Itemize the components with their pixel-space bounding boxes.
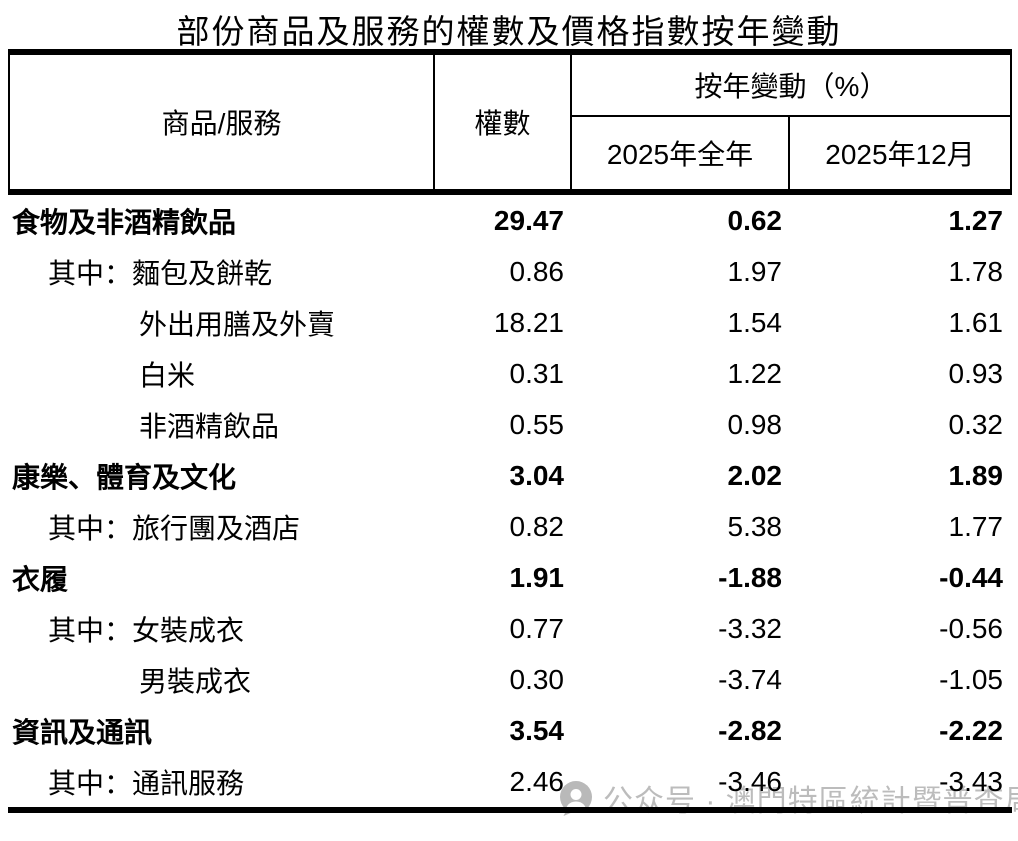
- table-header: 商品/服務 權數 按年變動（%） 2025年全年 2025年12月: [8, 49, 1012, 195]
- full-year-value: -1.88: [718, 561, 782, 593]
- december-value: 1.89: [948, 459, 1004, 491]
- full-year-value: 1.54: [727, 306, 783, 338]
- table-row: 其中：麵包及餅乾 0.86 1.97 1.78: [8, 246, 1012, 297]
- weight-value: 3.54: [509, 714, 565, 746]
- row-label: 其中：麵包及餅乾: [48, 257, 273, 289]
- row-label: 康樂、體育及文化: [12, 461, 237, 493]
- row-label: 白米: [139, 359, 196, 391]
- table-row: 食物及非酒精飲品 29.47 0.62 1.27: [8, 195, 1012, 246]
- december-value: 1.78: [948, 255, 1004, 287]
- table-row: 外出用膳及外賣 18.21 1.54 1.61: [8, 297, 1012, 348]
- december-value: -0.56: [939, 612, 1003, 644]
- weight-value: 18.21: [493, 306, 564, 338]
- full-year-value: 1.22: [727, 357, 783, 389]
- weight-value: 0.86: [509, 255, 565, 287]
- row-label: 其中：女裝成衣: [48, 614, 245, 646]
- december-value: -1.05: [939, 663, 1003, 695]
- table-row: 康樂、體育及文化 3.04 2.02 1.89: [8, 450, 1012, 501]
- weight-value: 0.55: [509, 408, 565, 440]
- row-label: 外出用膳及外賣: [139, 308, 336, 340]
- weight-value: 1.91: [509, 561, 565, 593]
- wechat-official-account-icon: [558, 780, 594, 817]
- table-row: 其中：女裝成衣 0.77 -3.32 -0.56: [8, 603, 1012, 654]
- col-header-yoy-group: 按年變動（%）: [572, 55, 1010, 117]
- weight-value: 29.47: [493, 204, 564, 236]
- page-title: 部份商品及服務的權數及價格指數按年變動: [176, 13, 842, 50]
- december-value: 0.32: [948, 408, 1004, 440]
- table-row: 衣履 1.91 -1.88 -0.44: [8, 552, 1012, 603]
- full-year-value: -3.46: [718, 765, 782, 797]
- row-label: 其中：通訊服務: [48, 767, 245, 799]
- table-row: 男裝成衣 0.30 -3.74 -1.05: [8, 654, 1012, 705]
- table-row: 其中：旅行團及酒店 0.82 5.38 1.77: [8, 501, 1012, 552]
- full-year-value: 1.97: [727, 255, 783, 287]
- december-value: 1.61: [948, 306, 1004, 338]
- col-header-item: 商品/服務: [10, 55, 435, 189]
- watermark: 公众号 · 澳門特區統計暨普查局: [558, 776, 1018, 820]
- december-value: -0.44: [939, 561, 1003, 593]
- december-value: 1.27: [948, 204, 1004, 236]
- col-header-full-year: 2025年全年: [572, 117, 790, 189]
- weight-value: 0.77: [509, 612, 565, 644]
- table-row: 白米 0.31 1.22 0.93: [8, 348, 1012, 399]
- data-table: 商品/服務 權數 按年變動（%） 2025年全年 2025年12月 食物及非酒精…: [8, 49, 1012, 813]
- december-value: 1.77: [948, 510, 1004, 542]
- weight-value: 0.82: [509, 510, 565, 542]
- row-label: 衣履: [12, 563, 69, 595]
- row-label: 非酒精飲品: [139, 410, 280, 442]
- full-year-value: -2.82: [718, 714, 782, 746]
- row-label: 男裝成衣: [139, 665, 252, 697]
- weight-value: 2.46: [509, 765, 565, 797]
- table-row: 非酒精飲品 0.55 0.98 0.32: [8, 399, 1012, 450]
- col-header-december: 2025年12月: [825, 139, 975, 170]
- row-label: 資訊及通訊: [12, 716, 153, 748]
- december-value: -3.43: [939, 765, 1003, 797]
- watermark-text: 公众号 · 澳門特區統計暨普查局: [603, 785, 1018, 818]
- table-row: 資訊及通訊 3.54 -2.82 -2.22: [8, 705, 1012, 756]
- row-label: 其中：旅行團及酒店: [48, 512, 301, 544]
- full-year-value: -3.74: [718, 663, 782, 695]
- row-label: 食物及非酒精飲品: [12, 206, 237, 238]
- col-header-weight: 權數: [435, 55, 572, 189]
- weight-value: 0.31: [509, 357, 565, 389]
- december-value: 0.93: [948, 357, 1004, 389]
- weight-value: 3.04: [509, 459, 565, 491]
- table-body: 食物及非酒精飲品 29.47 0.62 1.27 其中：麵包及餅乾 0.86 1…: [8, 195, 1012, 813]
- table-row: 其中：通訊服務 2.46 -3.46 -3.43: [8, 756, 1012, 807]
- full-year-value: 2.02: [727, 459, 783, 491]
- full-year-value: 0.62: [727, 204, 783, 236]
- full-year-value: 0.98: [727, 408, 783, 440]
- full-year-value: -3.32: [718, 612, 782, 644]
- full-year-value: 5.38: [727, 510, 783, 542]
- weight-value: 0.30: [509, 663, 565, 695]
- december-value: -2.22: [939, 714, 1003, 746]
